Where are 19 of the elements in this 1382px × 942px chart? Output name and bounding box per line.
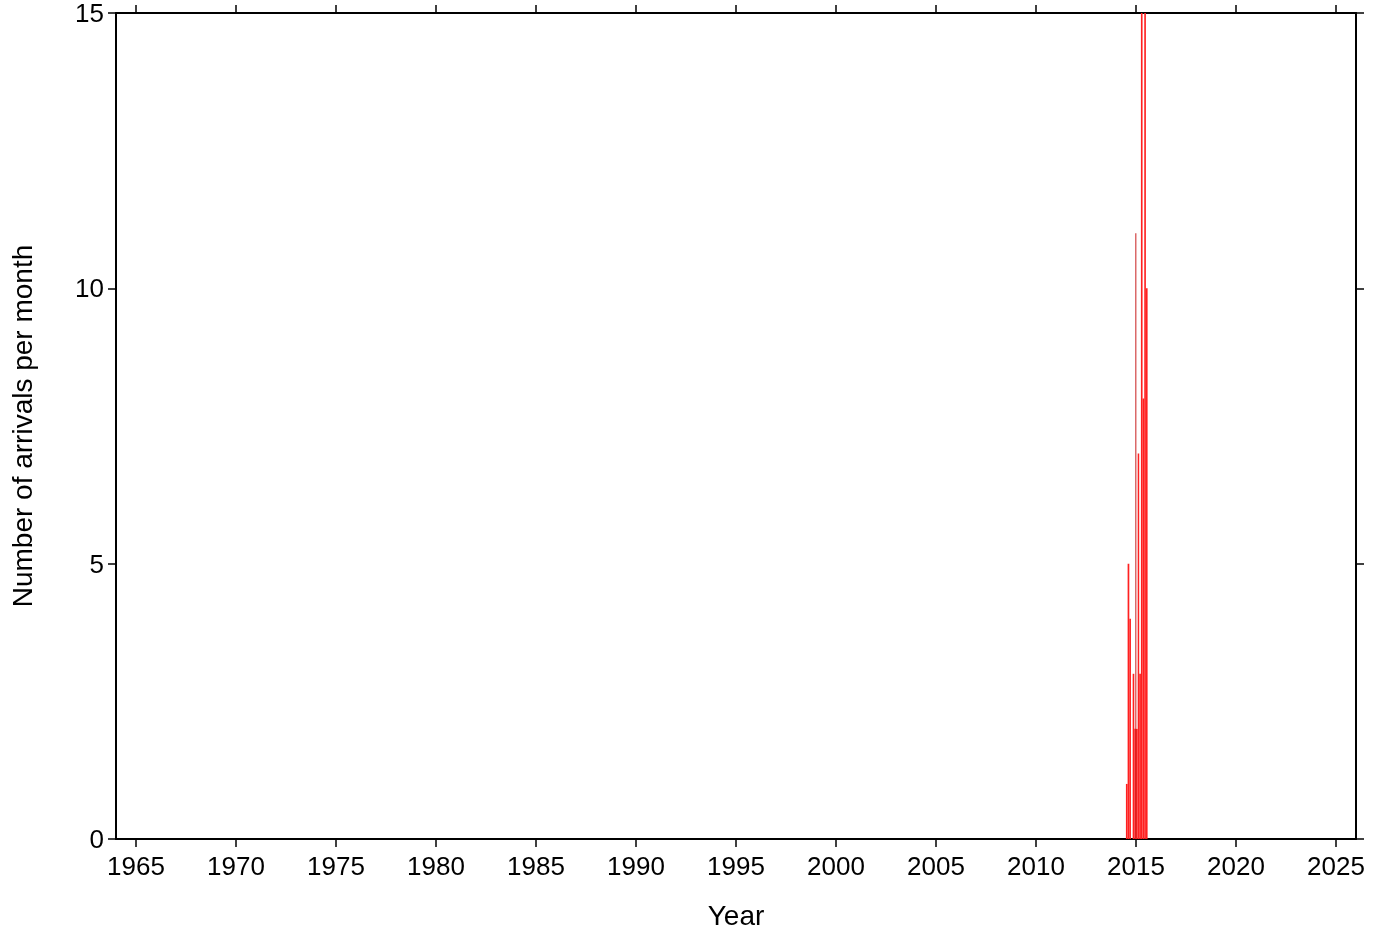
x-axis-title: Year (707, 899, 765, 931)
x-tick-label: 2015 (1107, 851, 1165, 881)
y-tick-label: 0 (89, 824, 104, 854)
y-tick-label: 10 (75, 273, 104, 304)
x-tick-label: 2010 (1007, 851, 1065, 881)
x-tick-label: 1990 (607, 851, 665, 881)
y-tick-label: 15 (75, 0, 104, 28)
x-tick-label: 1980 (407, 851, 465, 881)
x-tick-label: 2005 (907, 851, 965, 881)
x-tick-label: 2020 (1207, 851, 1265, 881)
x-tick-label: 1965 (107, 851, 165, 881)
x-tick-label: 1975 (307, 851, 365, 881)
y-tick-label: 5 (89, 548, 104, 579)
x-tick-label: 1995 (707, 851, 765, 881)
x-tick-label: 2025 (1307, 851, 1365, 881)
y-axis-title: Number of arrivals per month (6, 244, 38, 608)
x-tick-label: 1985 (507, 851, 565, 881)
x-tick-label: 1970 (207, 851, 265, 881)
x-tick-label: 2000 (807, 851, 865, 881)
